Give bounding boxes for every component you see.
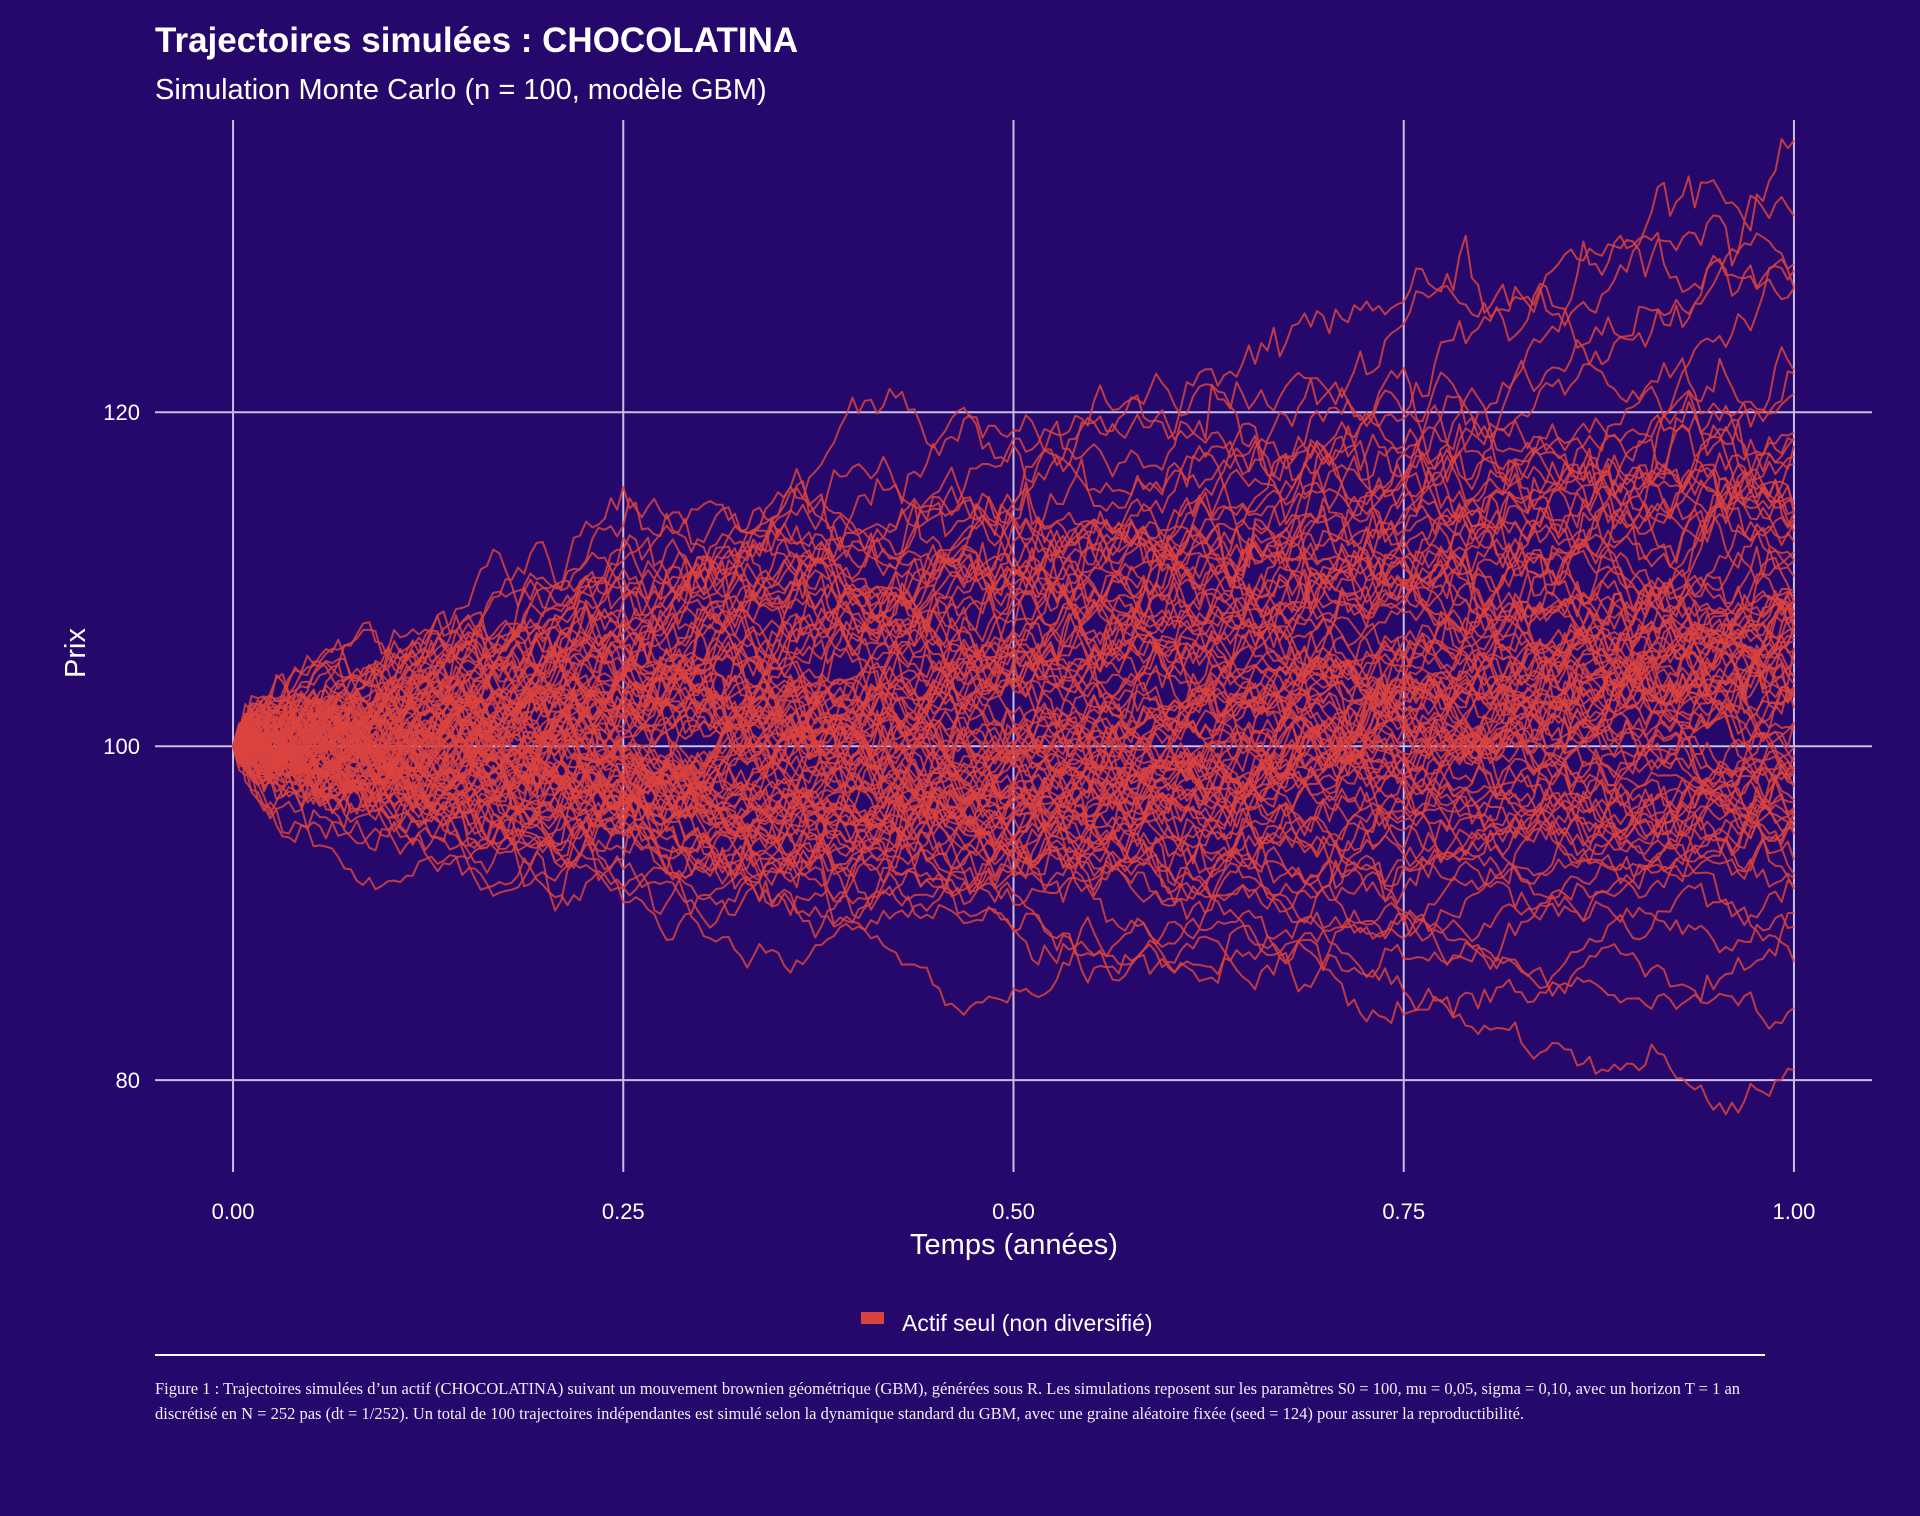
y-tick-label: 100: [103, 734, 140, 759]
trajectory-line: [232, 214, 1795, 763]
caption-divider: [155, 1354, 1765, 1356]
trajectory-line: [232, 518, 1795, 748]
y-axis-title: Prix: [60, 628, 92, 678]
trajectory-line: [232, 479, 1795, 880]
trajectory-line: [232, 138, 1795, 747]
y-tick-label: 120: [103, 400, 140, 425]
trajectory-line: [232, 735, 1795, 927]
trajectory-line: [232, 607, 1795, 827]
x-tick-label: 0.00: [212, 1199, 255, 1224]
trajectory-line: [232, 717, 1795, 897]
trajectory-line: [232, 585, 1795, 907]
trajectory-line: [232, 454, 1795, 754]
trajectory-line: [232, 372, 1795, 747]
x-tick-label: 1.00: [1773, 1199, 1816, 1224]
trajectory-line: [232, 745, 1795, 948]
trajectory-line: [232, 591, 1795, 811]
chart-title: Trajectoires simulées : CHOCOLATINA: [155, 21, 798, 60]
trajectory-line: [232, 494, 1795, 782]
y-tick-label: 80: [116, 1068, 140, 1093]
trajectory-line: [232, 625, 1795, 815]
trajectory-line: [232, 704, 1795, 878]
x-axis-title: Temps (années): [910, 1229, 1118, 1261]
axis-ticks: 0.00 0.25 0.50 0.75 1.00 80 100 120: [103, 400, 1815, 1224]
trajectory-line: [232, 662, 1795, 877]
trajectory-line: [232, 708, 1795, 929]
chart-subtitle: Simulation Monte Carlo (n = 100, modèle …: [155, 74, 767, 106]
trajectory-line: [232, 454, 1795, 767]
legend-label: Actif seul (non diversifié): [902, 1310, 1153, 1336]
trajectory-line: [232, 488, 1795, 776]
trajectory-line: [232, 634, 1795, 864]
x-tick-label: 0.50: [992, 1199, 1035, 1224]
trajectory-line: [232, 575, 1795, 755]
legend-key: [861, 1312, 884, 1324]
trajectory-line: [232, 730, 1795, 938]
trajectory-line: [232, 346, 1795, 754]
trajectory-line: [232, 745, 1795, 1016]
trajectories: [232, 138, 1795, 1116]
trajectory-line: [232, 723, 1795, 1030]
trajectory-line: [232, 680, 1795, 870]
trajectory-line: [232, 577, 1795, 837]
trajectory-line: [232, 548, 1795, 784]
legend: Actif seul (non diversifié): [861, 1310, 1153, 1336]
x-tick-label: 0.25: [602, 1199, 645, 1224]
x-tick-label: 0.75: [1382, 1199, 1425, 1224]
trajectory-line: [232, 679, 1795, 865]
trajectory-line: [232, 501, 1795, 783]
trajectory-line: [232, 391, 1795, 751]
figure-caption: Figure 1 : Trajectoires simulées d’un ac…: [155, 1379, 1741, 1423]
trajectory-line: [232, 702, 1795, 877]
trajectory-line: [232, 357, 1795, 747]
